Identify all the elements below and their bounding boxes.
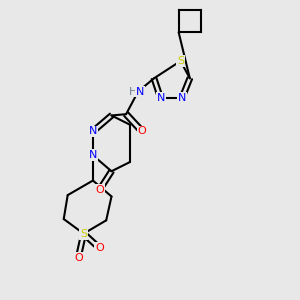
Text: N: N <box>89 126 97 136</box>
Text: S: S <box>80 229 87 238</box>
Text: N: N <box>178 93 186 103</box>
Text: O: O <box>95 243 104 253</box>
Text: S: S <box>177 56 184 66</box>
Text: O: O <box>95 185 104 195</box>
Text: H: H <box>129 87 137 97</box>
Text: N: N <box>136 87 144 97</box>
Text: O: O <box>138 126 146 136</box>
Text: O: O <box>74 253 83 262</box>
Text: N: N <box>89 150 97 160</box>
Text: N: N <box>156 93 165 103</box>
